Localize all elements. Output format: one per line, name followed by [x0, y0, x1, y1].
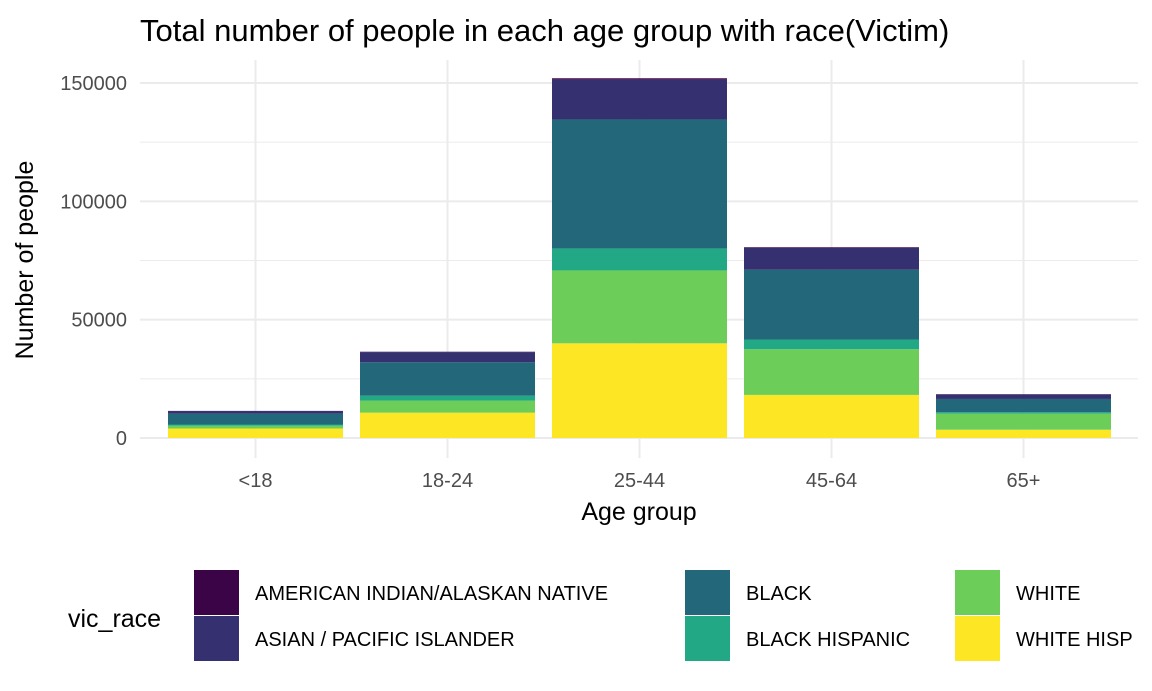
y-tick-labels: 0 50000 100000 150000: [60, 73, 127, 450]
legend-swatch: [955, 570, 1000, 615]
legend-swatch: [194, 570, 239, 615]
bar-segment: [936, 413, 1111, 430]
y-tick-label: 100000: [60, 191, 127, 213]
bar-segment: [936, 412, 1111, 414]
bar-segment: [360, 412, 535, 438]
y-axis-title: Number of people: [11, 161, 39, 360]
bar-segment: [360, 352, 535, 363]
y-tick-label: 150000: [60, 73, 127, 95]
bar-segment: [360, 400, 535, 413]
legend-label: WHITE HISP: [1016, 629, 1133, 651]
bar-segment: [552, 79, 727, 120]
legend-label: BLACK HISPANIC: [746, 629, 910, 651]
legend-title: vic_race: [68, 605, 161, 633]
bar-segment: [744, 339, 919, 350]
bar-segment: [936, 398, 1111, 413]
bar-segment: [936, 429, 1111, 438]
bar-segment: [168, 424, 343, 426]
x-tick-label: 25-44: [614, 470, 665, 492]
bar-segment: [168, 425, 343, 429]
legend-swatch: [194, 616, 239, 661]
x-tick-labels: <18 18-24 25-44 45-64 65+: [239, 470, 1041, 492]
bar-segment: [168, 428, 343, 438]
x-tick-label: <18: [239, 470, 273, 492]
bars: [168, 78, 1111, 438]
bar-segment: [168, 411, 343, 414]
legend-label: BLACK: [746, 583, 812, 605]
bar-segment: [744, 269, 919, 340]
bar-segment: [360, 395, 535, 401]
bar-segment: [552, 78, 727, 80]
legend-label: AMERICAN INDIAN/ALASKAN NATIVE: [255, 583, 608, 605]
legend-label: WHITE: [1016, 583, 1080, 605]
legend-swatch: [955, 616, 1000, 661]
bar-segment: [936, 394, 1111, 399]
bar-segment: [552, 119, 727, 249]
legend: AMERICAN INDIAN/ALASKAN NATIVE ASIAN / PA…: [194, 570, 1133, 661]
bar-segment: [552, 270, 727, 344]
x-axis-title: Age group: [581, 498, 696, 526]
x-tick-label: 45-64: [806, 470, 857, 492]
bar-segment: [168, 413, 343, 425]
y-tick-label: 50000: [71, 310, 127, 332]
bar-segment: [744, 247, 919, 270]
x-tick-label: 18-24: [422, 470, 473, 492]
chart-title: Total number of people in each age group…: [140, 13, 949, 48]
bar-segment: [552, 343, 727, 438]
bar-segment: [360, 362, 535, 396]
bar-segment: [552, 248, 727, 271]
bar-segment: [744, 349, 919, 395]
bar-segment: [744, 247, 919, 248]
x-tick-label: 65+: [1007, 470, 1041, 492]
legend-swatch: [685, 570, 730, 615]
y-tick-label: 0: [116, 428, 127, 450]
legend-swatch: [685, 616, 730, 661]
bar-segment: [744, 394, 919, 438]
legend-label: ASIAN / PACIFIC ISLANDER: [255, 629, 515, 651]
